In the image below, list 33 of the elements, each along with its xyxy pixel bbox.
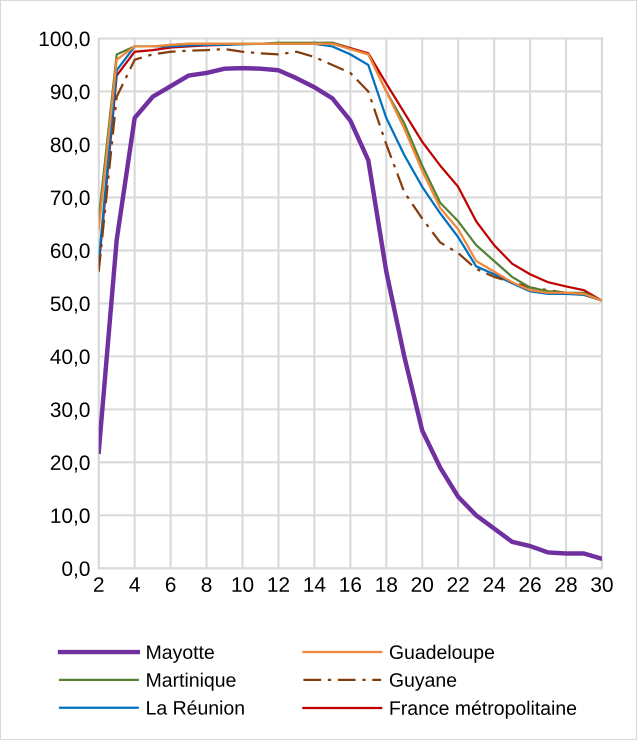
x-tick-label: 28 — [555, 577, 577, 592]
x-tick-label: 16 — [340, 577, 362, 592]
x-tick-label: 20 — [412, 577, 434, 592]
x-tick-label: 18 — [376, 577, 397, 592]
y-tick-label: 50,0 — [50, 296, 90, 314]
legend-label: Guadeloupe — [390, 644, 494, 663]
x-tick-label: 8 — [202, 577, 212, 592]
y-tick-label: 80,0 — [50, 137, 90, 155]
legend-label: Martinique — [147, 672, 236, 691]
x-tick-label: 22 — [448, 577, 469, 592]
y-tick-label: 90,0 — [50, 84, 90, 102]
x-tick-label: 10 — [232, 577, 254, 592]
x-tick-label: 12 — [268, 577, 289, 592]
y-tick-label: 10,0 — [51, 508, 90, 526]
x-tick-label: 14 — [304, 577, 326, 592]
y-tick-label: 40,0 — [50, 349, 90, 367]
y-tick-label: 30,0 — [50, 402, 90, 420]
y-tick-label: 100,0 — [40, 31, 90, 49]
x-tick-label: 4 — [129, 577, 140, 592]
y-tick-label: 20,0 — [50, 455, 90, 473]
legend-label: Mayotte — [147, 645, 214, 663]
line-series — [98, 66, 602, 562]
x-tick-label: 6 — [166, 577, 176, 592]
legend-label: Guyane — [390, 673, 456, 691]
x-tick-label: 2 — [94, 577, 104, 592]
x-tick-label: 26 — [520, 577, 541, 592]
legend-label: La Réunion — [147, 700, 244, 715]
y-tick-label: 70,0 — [50, 190, 90, 208]
x-tick-label: 30 — [591, 577, 613, 592]
x-tick-label: 24 — [484, 577, 506, 592]
y-tick-label: 0,0 — [62, 561, 90, 579]
y-tick-label: 60,0 — [50, 243, 90, 261]
legend-label: France métropolitaine — [390, 700, 576, 719]
